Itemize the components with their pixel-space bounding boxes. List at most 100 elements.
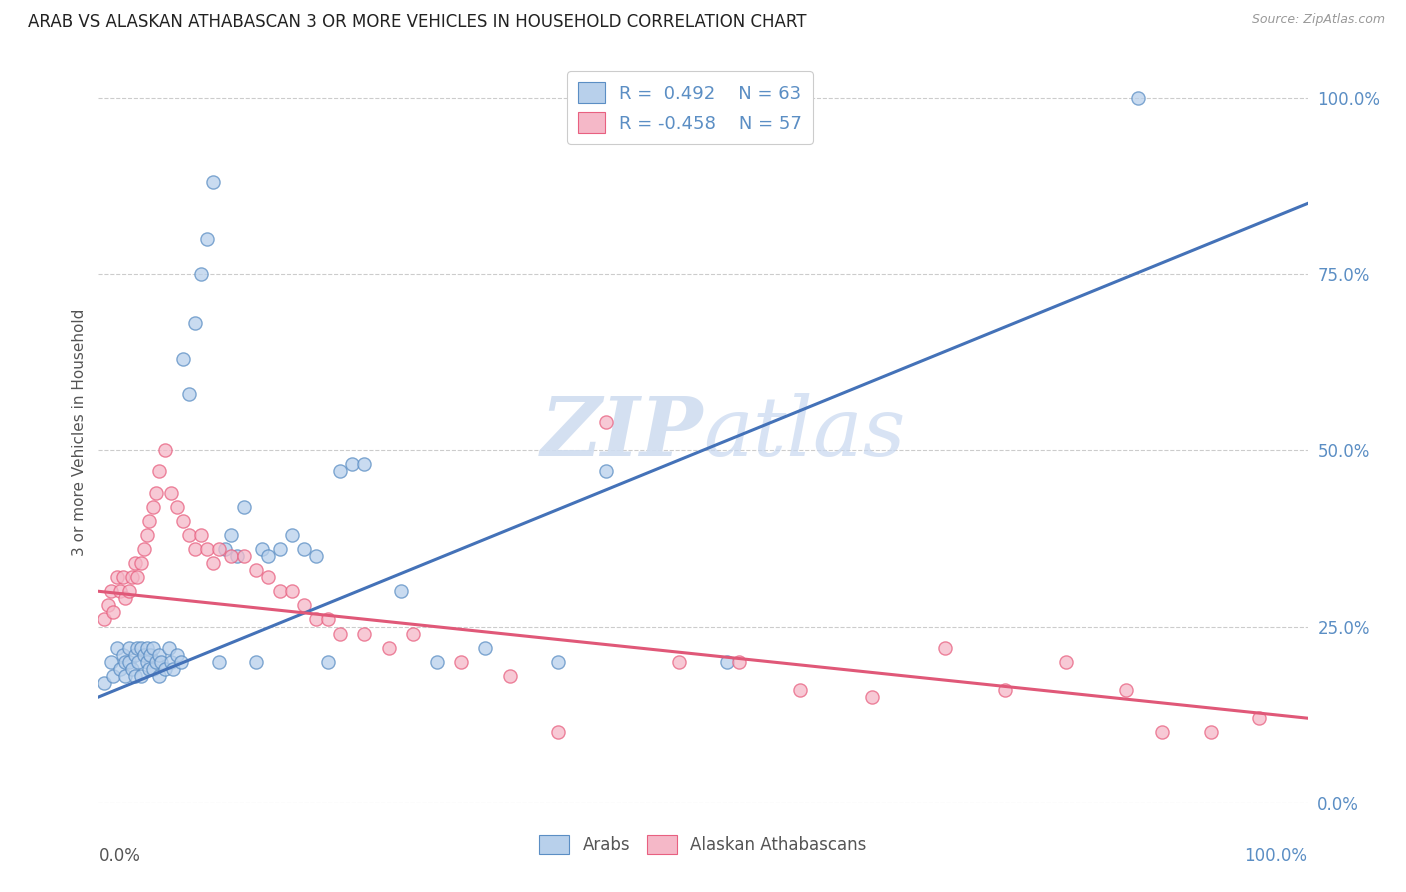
Text: atlas: atlas <box>703 392 905 473</box>
Point <box>160 655 183 669</box>
Point <box>329 464 352 478</box>
Point <box>1199 725 1222 739</box>
Point <box>101 669 124 683</box>
Point <box>127 570 149 584</box>
Point <box>129 640 152 655</box>
Point <box>292 541 315 556</box>
Point <box>127 655 149 669</box>
Point <box>97 599 120 613</box>
Point <box>148 669 170 683</box>
Point <box>145 485 167 500</box>
Point <box>150 655 173 669</box>
Point <box>101 606 124 620</box>
Point <box>934 640 956 655</box>
Point <box>994 683 1017 698</box>
Point <box>668 655 690 669</box>
Point <box>135 640 157 655</box>
Point <box>202 556 225 570</box>
Point <box>221 549 243 563</box>
Point <box>179 528 201 542</box>
Point <box>160 485 183 500</box>
Text: ARAB VS ALASKAN ATHABASCAN 3 OR MORE VEHICLES IN HOUSEHOLD CORRELATION CHART: ARAB VS ALASKAN ATHABASCAN 3 OR MORE VEH… <box>28 13 807 31</box>
Point <box>208 541 231 556</box>
Point <box>860 690 883 704</box>
Point <box>118 640 141 655</box>
Point <box>108 662 131 676</box>
Point <box>595 415 617 429</box>
Point <box>1152 725 1174 739</box>
Point <box>124 556 146 570</box>
Point <box>100 655 122 669</box>
Point <box>329 626 352 640</box>
Point <box>114 669 136 683</box>
Point <box>498 669 520 683</box>
Point <box>105 570 128 584</box>
Point <box>134 541 156 556</box>
Point <box>184 541 207 556</box>
Text: Source: ZipAtlas.com: Source: ZipAtlas.com <box>1251 13 1385 27</box>
Point <box>114 655 136 669</box>
Point <box>269 584 291 599</box>
Point <box>353 458 375 472</box>
Point <box>281 584 304 599</box>
Point <box>190 528 212 542</box>
Point <box>145 655 167 669</box>
Point <box>124 648 146 662</box>
Point <box>114 591 136 606</box>
Point <box>162 662 184 676</box>
Point <box>153 443 176 458</box>
Point <box>474 640 496 655</box>
Point <box>1249 711 1271 725</box>
Point <box>138 514 160 528</box>
Point <box>316 655 339 669</box>
Point <box>426 655 449 669</box>
Point <box>169 655 191 669</box>
Point <box>250 541 273 556</box>
Point <box>195 541 218 556</box>
Point <box>129 669 152 683</box>
Point <box>232 549 254 563</box>
Point <box>129 556 152 570</box>
Point <box>153 662 176 676</box>
Point <box>214 541 236 556</box>
Point <box>402 626 425 640</box>
Point <box>118 584 141 599</box>
Point <box>93 612 115 626</box>
Point <box>195 232 218 246</box>
Point <box>179 387 201 401</box>
Point <box>111 648 134 662</box>
Point <box>108 584 131 599</box>
Point <box>142 500 165 514</box>
Point <box>450 655 472 669</box>
Point <box>166 500 188 514</box>
Point <box>121 570 143 584</box>
Text: 0.0%: 0.0% <box>98 847 141 865</box>
Text: 100.0%: 100.0% <box>1244 847 1308 865</box>
Point <box>190 267 212 281</box>
Point <box>184 316 207 330</box>
Point <box>1128 91 1150 105</box>
Point <box>139 648 162 662</box>
Point <box>135 528 157 542</box>
Point <box>728 655 751 669</box>
Point <box>269 541 291 556</box>
Point <box>377 640 399 655</box>
Point <box>226 549 249 563</box>
Point <box>789 683 811 698</box>
Point <box>281 528 304 542</box>
Legend: Arabs, Alaskan Athabascans: Arabs, Alaskan Athabascans <box>533 829 873 861</box>
Point <box>105 640 128 655</box>
Point <box>127 640 149 655</box>
Point <box>305 549 328 563</box>
Point <box>202 175 225 189</box>
Point <box>547 655 569 669</box>
Point <box>353 626 375 640</box>
Point <box>111 570 134 584</box>
Point <box>208 655 231 669</box>
Point <box>124 669 146 683</box>
Y-axis label: 3 or more Vehicles in Household: 3 or more Vehicles in Household <box>72 309 87 557</box>
Point <box>292 599 315 613</box>
Point <box>157 640 180 655</box>
Point <box>134 648 156 662</box>
Point <box>148 464 170 478</box>
